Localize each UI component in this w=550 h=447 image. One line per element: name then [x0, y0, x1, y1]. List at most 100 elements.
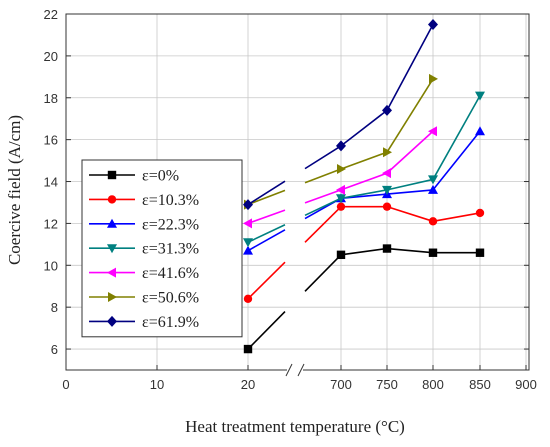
- series-line: [304, 145, 342, 170]
- series-line: [304, 197, 342, 217]
- series-line: [340, 172, 388, 191]
- data-point: [428, 18, 438, 30]
- series-line: [386, 78, 434, 153]
- x-tick-label: 800: [422, 377, 444, 392]
- series-line: [247, 229, 286, 252]
- series-line: [247, 224, 286, 243]
- data-point: [428, 248, 438, 257]
- series-line: [432, 95, 481, 180]
- series-line: [247, 261, 286, 300]
- data-point: [336, 202, 346, 211]
- series-line: [340, 247, 388, 256]
- data-point: [382, 244, 392, 253]
- data-point: [382, 185, 392, 195]
- data-point: [428, 175, 438, 185]
- y-tick-label: 20: [44, 49, 58, 64]
- series: [243, 126, 437, 229]
- x-tick-label: 20: [241, 377, 255, 392]
- legend-label: ε=0%: [142, 168, 179, 185]
- data-point: [336, 184, 345, 195]
- series: [243, 18, 438, 211]
- series-line: [386, 178, 434, 191]
- series-line: [340, 151, 388, 170]
- data-point: [428, 184, 438, 194]
- data-point: [243, 294, 253, 303]
- legend-label: ε=41.6%: [142, 265, 199, 282]
- data-point: [108, 292, 117, 302]
- x-tick-label: 750: [376, 377, 398, 392]
- y-tick-label: 16: [44, 133, 58, 148]
- data-point: [243, 238, 253, 248]
- legend-label: ε=22.3%: [142, 216, 199, 233]
- series-line: [247, 209, 286, 225]
- axis-break-mark: [297, 363, 305, 377]
- data-point: [475, 126, 485, 136]
- data-point: [336, 140, 346, 152]
- data-point: [475, 208, 485, 218]
- series-line: [340, 109, 388, 147]
- x-tick-label: 900: [515, 377, 537, 392]
- y-tick-label: 6: [51, 342, 58, 357]
- series-line: [247, 311, 286, 350]
- series-line: [304, 168, 342, 184]
- data-point: [475, 91, 485, 101]
- data-point: [336, 194, 346, 204]
- data-point: [107, 244, 117, 254]
- data-point: [428, 126, 437, 137]
- data-point: [107, 218, 117, 228]
- data-point: [243, 199, 253, 211]
- data-point: [382, 202, 392, 211]
- series-line: [340, 189, 388, 200]
- x-axis-label: Heat treatment temperature (°C): [185, 417, 405, 436]
- y-axis-label: Coercive field (A/cm): [5, 115, 24, 265]
- series-line: [386, 130, 434, 174]
- legend: ε=0% ε=10.3% ε=22.3% ε=31.3% ε=41.6% ε=50.6% ε…: [81, 159, 243, 338]
- x-tick-label: 700: [330, 377, 352, 392]
- data-point: [107, 170, 117, 180]
- data-point: [243, 218, 252, 229]
- x-tick-label: 10: [150, 377, 164, 392]
- series-line: [432, 130, 481, 191]
- data-point: [107, 195, 117, 204]
- series-line: [304, 206, 342, 243]
- legend-label: ε=50.6%: [142, 290, 199, 307]
- series-line: [247, 180, 286, 206]
- series: [243, 244, 485, 354]
- data-point: [107, 267, 116, 278]
- data-point: [475, 248, 485, 257]
- legend-label: ε=31.3%: [142, 241, 199, 258]
- series-line: [386, 205, 434, 223]
- y-tick-label: 14: [44, 175, 58, 190]
- data-point: [428, 217, 438, 226]
- data-point: [243, 245, 253, 255]
- y-tick-label: 8: [51, 300, 58, 315]
- x-tick-label: 850: [469, 377, 491, 392]
- data-point: [382, 168, 391, 179]
- series: [243, 91, 485, 248]
- data-point: [337, 163, 346, 174]
- data-point: [243, 344, 253, 354]
- legend-label: ε=10.3%: [142, 192, 199, 209]
- legend-label: ε=61.9%: [142, 314, 199, 331]
- data-point: [382, 104, 392, 116]
- x-tick-label: 0: [62, 377, 69, 392]
- axis-break-mark: [285, 363, 293, 377]
- y-tick-label: 12: [44, 216, 58, 231]
- y-tick-label: 10: [44, 258, 58, 273]
- data-point: [336, 250, 346, 260]
- series-line: [304, 189, 342, 204]
- series-line: [386, 24, 434, 111]
- series-layer: [243, 18, 485, 354]
- y-tick-label: 18: [44, 91, 58, 106]
- series-line: [386, 247, 434, 254]
- series-line: [432, 212, 481, 223]
- data-point: [383, 147, 392, 158]
- series-line: [247, 189, 286, 206]
- axes: 6 8 10 12 14 16 18 20 22 0 10 20 700 750 800 850 900: [44, 7, 537, 392]
- series-line: [386, 189, 434, 195]
- data-point: [429, 73, 438, 84]
- y-tick-label: 22: [44, 7, 58, 22]
- series-line: [304, 254, 342, 292]
- series: [243, 202, 485, 303]
